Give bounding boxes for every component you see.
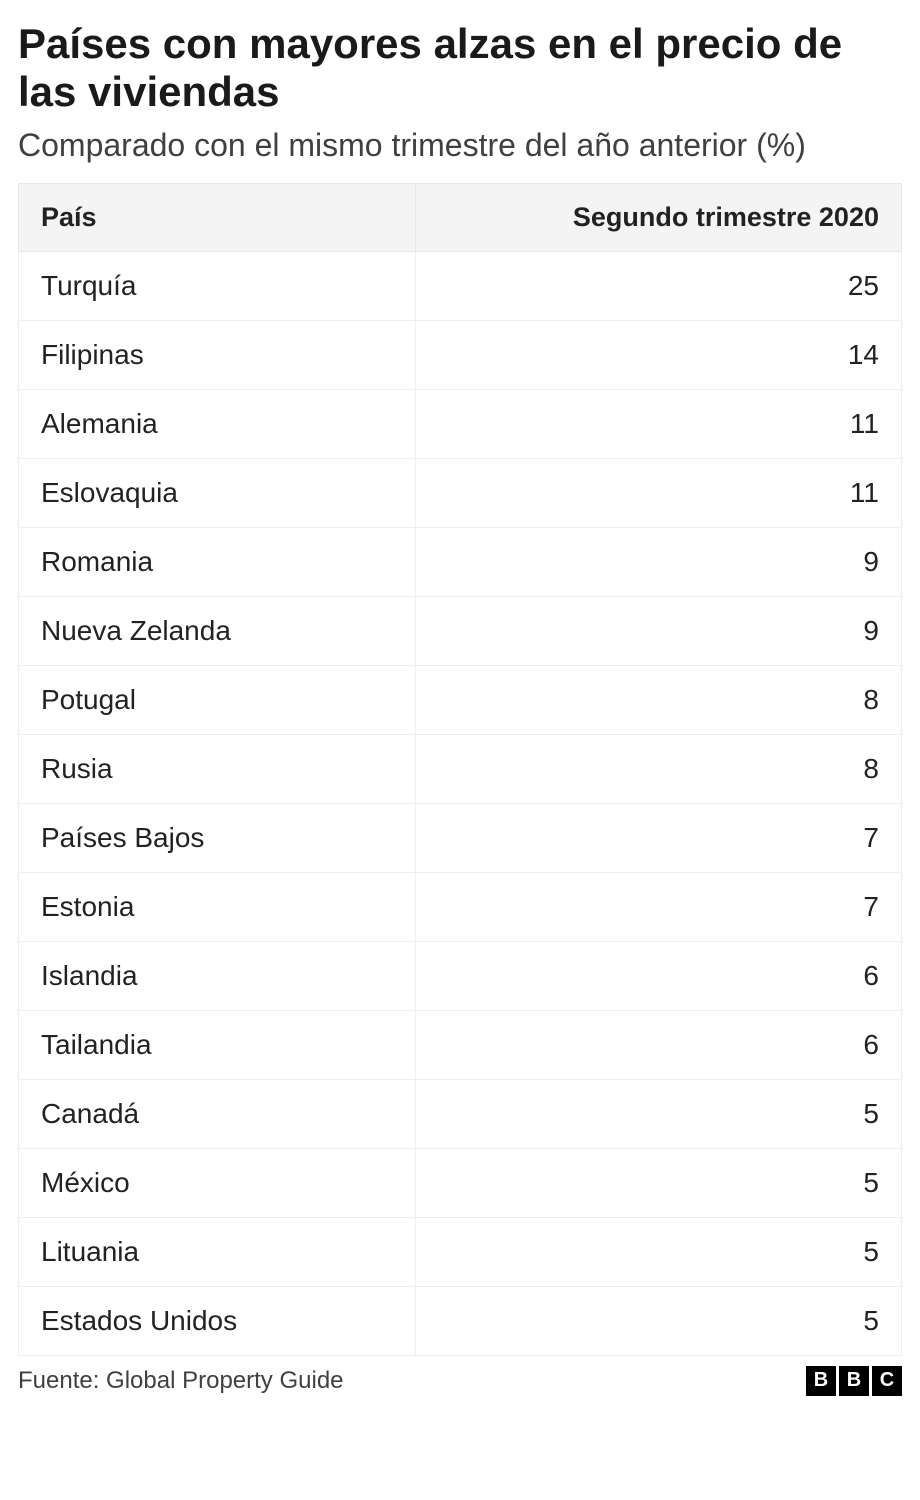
table-header-row: País Segundo trimestre 2020 [19,183,902,251]
table-row: Romania9 [19,527,902,596]
country-cell: Estonia [19,872,416,941]
table-row: Canadá5 [19,1079,902,1148]
country-cell: Eslovaquia [19,458,416,527]
value-cell: 6 [416,1010,902,1079]
table-row: Estonia7 [19,872,902,941]
value-cell: 7 [416,872,902,941]
data-table: País Segundo trimestre 2020 Turquía25Fil… [18,183,902,1356]
country-cell: Lituania [19,1217,416,1286]
value-cell: 5 [416,1286,902,1355]
country-cell: Romania [19,527,416,596]
value-cell: 9 [416,527,902,596]
bbc-logo-letter: C [872,1366,902,1396]
table-row: México5 [19,1148,902,1217]
table-row: Países Bajos7 [19,803,902,872]
value-cell: 14 [416,320,902,389]
table-row: Filipinas14 [19,320,902,389]
table-row: Nueva Zelanda9 [19,596,902,665]
table-row: Tailandia6 [19,1010,902,1079]
value-cell: 11 [416,458,902,527]
country-cell: Nueva Zelanda [19,596,416,665]
source-text: Fuente: Global Property Guide [18,1367,344,1395]
col-header-value: Segundo trimestre 2020 [416,183,902,251]
value-cell: 11 [416,389,902,458]
table-row: Potugal8 [19,665,902,734]
country-cell: Islandia [19,941,416,1010]
page-title: Países con mayores alzas en el precio de… [18,20,902,117]
table-row: Lituania5 [19,1217,902,1286]
value-cell: 6 [416,941,902,1010]
value-cell: 5 [416,1079,902,1148]
country-cell: Estados Unidos [19,1286,416,1355]
country-cell: Potugal [19,665,416,734]
table-row: Rusia8 [19,734,902,803]
bbc-logo-letter: B [806,1366,836,1396]
table-row: Estados Unidos5 [19,1286,902,1355]
value-cell: 8 [416,734,902,803]
table-row: Islandia6 [19,941,902,1010]
bbc-logo: B B C [806,1366,902,1396]
col-header-country: País [19,183,416,251]
table-row: Eslovaquia11 [19,458,902,527]
country-cell: Filipinas [19,320,416,389]
table-row: Alemania11 [19,389,902,458]
value-cell: 7 [416,803,902,872]
country-cell: Canadá [19,1079,416,1148]
bbc-logo-letter: B [839,1366,869,1396]
value-cell: 5 [416,1148,902,1217]
value-cell: 9 [416,596,902,665]
country-cell: Alemania [19,389,416,458]
page-subtitle: Comparado con el mismo trimestre del año… [18,125,902,165]
value-cell: 8 [416,665,902,734]
country-cell: México [19,1148,416,1217]
country-cell: Tailandia [19,1010,416,1079]
value-cell: 5 [416,1217,902,1286]
value-cell: 25 [416,251,902,320]
table-row: Turquía25 [19,251,902,320]
footer: Fuente: Global Property Guide B B C [18,1366,902,1396]
country-cell: Países Bajos [19,803,416,872]
country-cell: Rusia [19,734,416,803]
country-cell: Turquía [19,251,416,320]
